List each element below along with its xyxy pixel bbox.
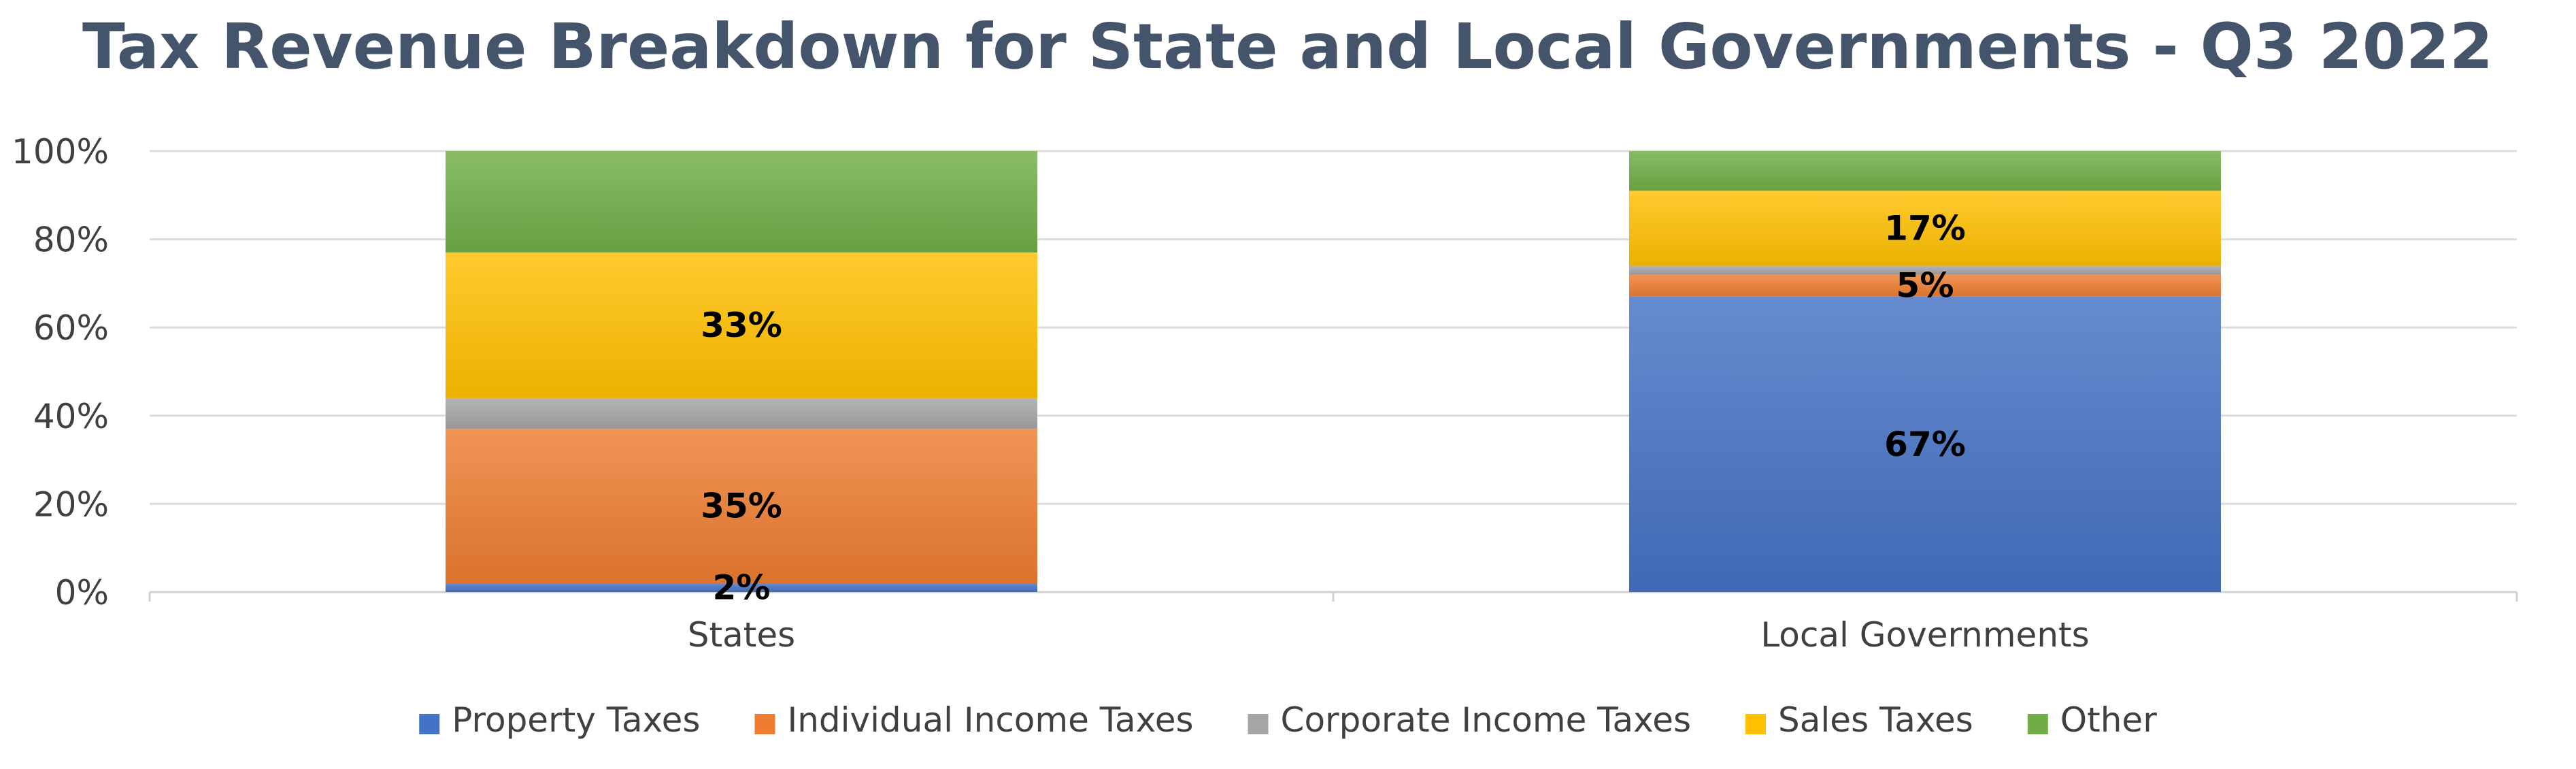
legend-swatch <box>1248 714 1269 734</box>
data-label: 33% <box>701 306 782 345</box>
data-label: 2% <box>713 568 771 608</box>
y-tick-label: 0% <box>55 573 109 612</box>
bar-segment-other <box>446 151 1037 253</box>
y-tick-label: 20% <box>33 485 109 524</box>
data-label: 67% <box>1884 425 1966 464</box>
legend-label: Property Taxes <box>452 700 700 740</box>
legend-swatch <box>419 714 440 734</box>
y-tick-label: 60% <box>33 308 109 348</box>
bar-segment-individual-income-taxes <box>1629 274 2221 297</box>
x-category-label: States <box>688 615 795 655</box>
legend-swatch <box>2027 714 2048 734</box>
legend-swatch <box>1745 714 1767 734</box>
legend-item: Sales Taxes <box>1745 700 1973 740</box>
legend-item: Corporate Income Taxes <box>1248 700 1692 740</box>
x-category-label: Local Governments <box>1760 615 2089 655</box>
legend-label: Other <box>2060 700 2157 740</box>
data-labels: 2% 35% 33% 67% 5% 17% <box>701 208 1966 607</box>
legend-item: Property Taxes <box>419 700 700 740</box>
bars <box>446 151 2221 592</box>
bar-segment-sales-taxes <box>446 252 1037 398</box>
bar-segment-sales-taxes <box>1629 191 2221 266</box>
legend-label: Sales Taxes <box>1778 700 1973 740</box>
y-tick-label: 40% <box>33 397 109 436</box>
data-label: 35% <box>701 487 782 526</box>
legend-swatch <box>754 714 775 734</box>
x-axis: States Local Governments <box>148 592 2518 655</box>
y-axis: 0% 20% 40% 60% 80% 100% <box>12 132 109 612</box>
legend: Property Taxes Individual Income Taxes Cor… <box>419 700 2157 740</box>
legend-label: Individual Income Taxes <box>787 700 1193 740</box>
data-label: 17% <box>1884 208 1966 248</box>
bar-segment-property-taxes <box>1629 296 2221 592</box>
bar-segment-corporate-income-taxes <box>1629 265 2221 275</box>
bar-segment-property-taxes <box>446 583 1037 592</box>
chart-title: Tax Revenue Breakdown for State and Loca… <box>82 10 2493 83</box>
bar-segment-corporate-income-taxes <box>446 397 1037 429</box>
bar-segment-other <box>1629 151 2221 191</box>
data-label: 5% <box>1896 266 1954 306</box>
y-tick-label: 80% <box>33 220 109 260</box>
legend-item: Individual Income Taxes <box>754 700 1194 740</box>
legend-item: Other <box>2027 700 2157 740</box>
y-tick-label: 100% <box>12 132 109 171</box>
bar-segment-individual-income-taxes <box>446 429 1037 584</box>
legend-label: Corporate Income Taxes <box>1281 700 1692 740</box>
